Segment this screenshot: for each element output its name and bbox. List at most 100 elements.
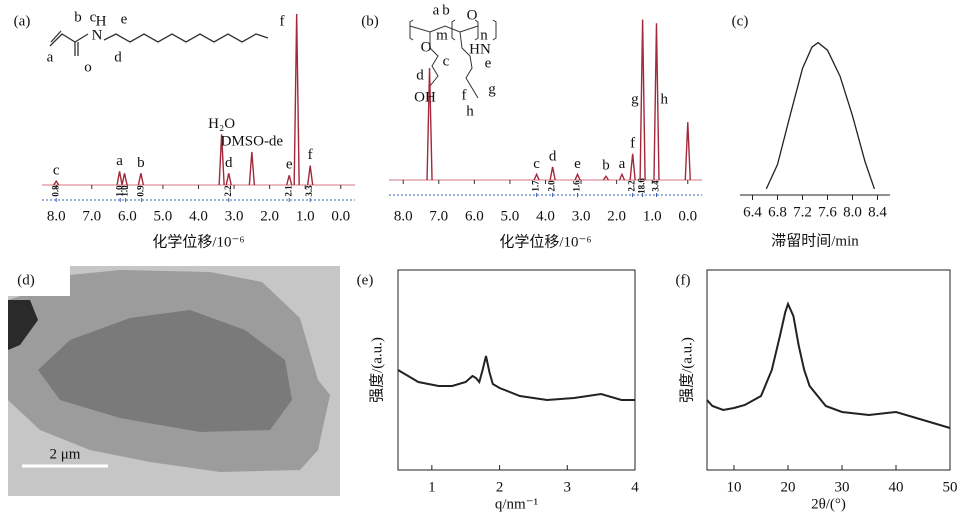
- x-tick-label: 0.0: [678, 208, 697, 224]
- peak: [122, 173, 127, 185]
- structure-a: [50, 31, 268, 56]
- peak: [308, 166, 313, 185]
- structure-label: b: [74, 9, 82, 25]
- scale-bar-label: 2 μm: [50, 446, 81, 462]
- peak-label: H₂O: [208, 116, 235, 132]
- x-tick-label: 20: [781, 479, 796, 495]
- peak: [138, 173, 143, 185]
- peak-label: d: [549, 148, 557, 164]
- peak: [249, 152, 254, 185]
- peak: [550, 167, 555, 180]
- structure-label: d: [416, 67, 424, 83]
- x-tick-label: 6.8: [768, 204, 787, 220]
- peak-label: a: [116, 153, 123, 169]
- x-tick-label: 8.0: [394, 208, 413, 224]
- peak-label: d: [225, 155, 233, 171]
- integral-label: 2.1: [283, 185, 293, 197]
- integral-label: 1.0: [120, 185, 130, 197]
- peak: [640, 19, 645, 180]
- structure-label: m: [436, 27, 448, 43]
- structure-label: e: [121, 11, 128, 27]
- x-tick-label: 40: [889, 479, 904, 495]
- x-tick-label: 8.4: [868, 204, 887, 220]
- peak: [226, 173, 231, 185]
- structure-label: g: [488, 81, 496, 97]
- plot-frame: [398, 270, 635, 470]
- structure-label: N: [92, 27, 103, 43]
- integral-label: 2.2: [223, 185, 233, 197]
- x-tick-label: 7.6: [818, 204, 837, 220]
- x-tick-label: 1.0: [296, 208, 315, 224]
- structure-label: o: [84, 59, 92, 75]
- integral-label: 3.3: [304, 185, 314, 197]
- peak: [294, 14, 299, 185]
- peak-label: a: [619, 156, 626, 172]
- structure-label: d: [114, 49, 122, 65]
- x-tick-label: 50: [943, 479, 958, 495]
- peak-label: e: [574, 156, 581, 172]
- plot-frame: [707, 270, 950, 470]
- structure-label: a: [47, 49, 54, 65]
- x-tick-label: 2.0: [260, 208, 279, 224]
- x-tick-label: 2.0: [607, 208, 626, 224]
- curve: [398, 356, 635, 400]
- structure-label: b: [442, 2, 450, 18]
- x-tick-label: 5.0: [501, 208, 520, 224]
- structure-label: f: [462, 87, 467, 103]
- structure-label: HN: [469, 41, 491, 57]
- peak-label: DMSO-de: [221, 133, 284, 149]
- peak: [534, 174, 539, 180]
- integral-label: 2.2: [627, 180, 637, 192]
- peak: [575, 174, 580, 180]
- x-tick-label: 8.0: [843, 204, 862, 220]
- peak-label: g: [631, 91, 639, 107]
- integral-label: 0.9: [136, 185, 146, 197]
- panel-label: (f): [676, 272, 691, 288]
- curve: [766, 43, 874, 189]
- page: 8.07.06.05.04.03.02.01.00.0cabH₂OdDMSO-d…: [0, 0, 962, 514]
- panel-label: (b): [361, 13, 379, 29]
- structure-label: f: [280, 13, 285, 29]
- x-axis-label: 2θ/(°): [811, 496, 846, 512]
- x-tick-label: 7.0: [82, 208, 101, 224]
- structure-label: OH: [414, 89, 436, 105]
- y-axis-label: 强度/(a.u.): [368, 337, 385, 403]
- panel-label: (a): [14, 13, 31, 29]
- peak-label: c: [53, 163, 60, 179]
- x-tick-label: 7.2: [793, 204, 812, 220]
- x-axis-label: 滞留时间/min: [771, 232, 859, 249]
- peak-label: b: [602, 158, 610, 174]
- x-tick-label: 4.0: [536, 208, 555, 224]
- peak: [619, 174, 624, 180]
- figure: 8.07.06.05.04.03.02.01.00.0cabH₂OdDMSO-d…: [0, 0, 962, 514]
- peak: [685, 122, 690, 180]
- x-tick-label: 6.0: [118, 208, 137, 224]
- peak-label: f: [308, 147, 313, 163]
- x-tick-label: 5.0: [154, 208, 173, 224]
- integral-label: 1.7: [531, 180, 541, 192]
- x-tick-label: 30: [835, 479, 850, 495]
- x-tick-label: 3.0: [572, 208, 591, 224]
- peak-label: h: [660, 91, 668, 107]
- peak-label: e: [286, 157, 293, 173]
- integral-label: 1.6: [572, 180, 582, 192]
- integral-label: 2.0: [547, 180, 557, 192]
- integral-label: 18.6: [637, 178, 647, 194]
- x-axis-label: 化学位移/10⁻⁶: [499, 233, 591, 250]
- panel-label: (e): [357, 272, 374, 288]
- bond: [50, 34, 88, 46]
- x-tick-label: 0.0: [331, 208, 350, 224]
- x-tick-label: 3: [564, 479, 572, 495]
- structure-label: a: [433, 2, 440, 18]
- x-tick-label: 8.0: [47, 208, 66, 224]
- panel-label: (c): [732, 13, 749, 29]
- peak-label: f: [630, 135, 635, 151]
- structure-label: c: [443, 53, 450, 69]
- chain: [104, 34, 268, 42]
- structure-label: h: [466, 103, 474, 119]
- y-axis-label: 强度/(a.u.): [678, 337, 695, 403]
- structure-label: e: [485, 55, 492, 71]
- curve: [707, 304, 950, 428]
- x-tick-label: 4.0: [189, 208, 208, 224]
- x-tick-label: 2: [496, 479, 504, 495]
